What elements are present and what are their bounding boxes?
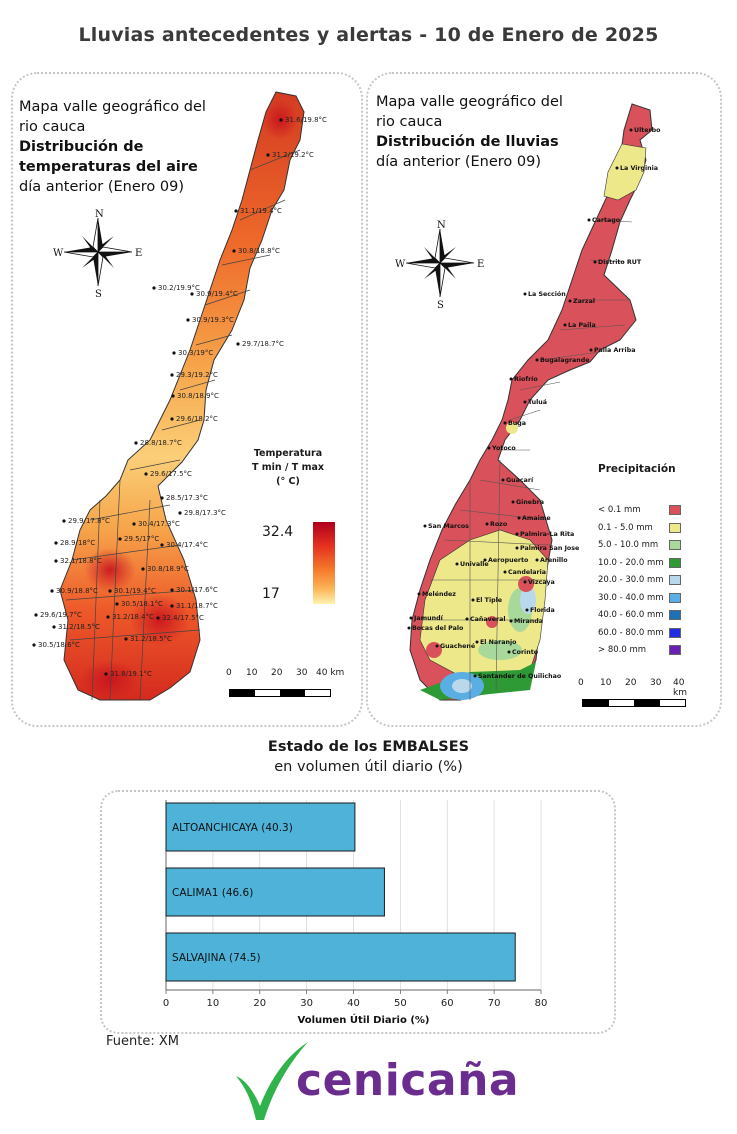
- precipitation-legend-label: 20.0 - 30.0 mm: [598, 575, 664, 585]
- temperature-color-ramp: [313, 522, 335, 604]
- precipitation-legend-label: 5.0 - 10.0 mm: [598, 540, 659, 550]
- temperature-legend-title: Temperatura T min / T max (° C): [251, 448, 324, 487]
- precipitation-legend-label: 30.0 - 40.0 mm: [598, 592, 664, 603]
- scale-label: 40 km: [316, 668, 345, 678]
- precipitation-legend-swatch: [669, 557, 681, 568]
- precipitation-legend-swatch: [669, 627, 681, 638]
- precipitation-legend-swatch: [669, 540, 681, 550]
- precipitation-legend-title: Precipitación: [598, 463, 676, 475]
- rain-map-heading: Mapa valle geográfico del rio cauca Dist…: [376, 94, 563, 170]
- compass-rose-icon: N S E W: [53, 209, 142, 298]
- temperature-map-heading: Mapa valle geográfico del rio cauca Dist…: [19, 99, 206, 195]
- scale-label: 40 km: [673, 678, 687, 698]
- temperature-legend-max: 32.4: [262, 524, 294, 540]
- precipitation-legend-label: 0.1 - 5.0 mm: [598, 522, 653, 533]
- precipitation-legend-swatch: [669, 592, 681, 603]
- page-title: Lluvias antecedentes y alertas - 10 de E…: [78, 24, 659, 46]
- svg-text:N: N: [95, 209, 104, 220]
- precipitation-legend-swatch: [669, 645, 681, 655]
- data-source: Fuente: XM: [106, 1034, 179, 1049]
- compass-rose-icon: N S E W: [395, 220, 484, 309]
- svg-text:W: W: [53, 248, 64, 259]
- svg-text:E: E: [135, 248, 142, 259]
- precipitation-legend-label: 10.0 - 20.0 mm: [598, 557, 664, 568]
- scale-label: 0: [226, 668, 232, 678]
- scale-label: 30: [296, 668, 308, 678]
- svg-text:S: S: [95, 289, 102, 298]
- reservoirs-title: Estado de los EMBALSES en volumen útil d…: [267, 739, 470, 775]
- precipitation-legend-swatch: [669, 610, 681, 620]
- precipitation-legend-label: < 0.1 mm: [598, 505, 641, 515]
- scale-label: 0: [578, 678, 584, 688]
- svg-text:E: E: [477, 259, 484, 270]
- precipitation-legend-label: 60.0 - 80.0 mm: [598, 627, 664, 638]
- cenicana-check-logo-icon: [236, 1042, 308, 1120]
- svg-text:S: S: [437, 300, 444, 309]
- scale-label: 20: [625, 678, 637, 688]
- scale-label: 10: [246, 668, 258, 678]
- scale-label: 30: [650, 678, 662, 688]
- rain-scale-bar: [582, 699, 686, 707]
- scale-label: 20: [271, 668, 283, 678]
- precipitation-legend-swatch: [669, 505, 681, 515]
- scale-label: 10: [600, 678, 612, 688]
- svg-text:W: W: [395, 259, 406, 270]
- precipitation-legend-swatch: [669, 522, 681, 533]
- precipitation-legend-label: 40.0 - 60.0 mm: [598, 610, 664, 620]
- temperature-legend-min: 17: [262, 586, 280, 602]
- precipitation-legend-swatch: [669, 575, 681, 585]
- temperature-scale-bar: [229, 689, 331, 697]
- reservoirs-chart-panel: [100, 790, 616, 1034]
- svg-text:N: N: [437, 220, 446, 231]
- cenicana-logo-text: cenicaña: [296, 1055, 520, 1106]
- precipitation-legend-label: > 80.0 mm: [598, 645, 647, 655]
